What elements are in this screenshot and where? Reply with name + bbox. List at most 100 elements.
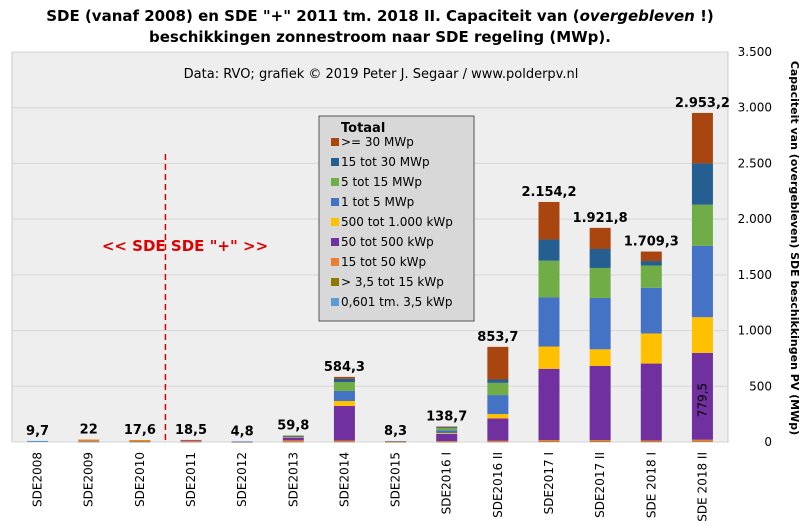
bar-segment-500-tot-1-000-kwp [282,437,304,438]
bar-segment-15-tot-30-mwp [589,249,611,268]
bar-segment-500-tot-1-000-kwp [691,317,713,353]
y-tick-label: 3.500 [738,45,772,59]
total-label: 8,3 [384,424,407,439]
source-note: Data: RVO; grafiek © 2019 Peter J. Segaa… [184,67,579,82]
bar-segment-500-tot-1-000-kwp [333,400,355,407]
legend-label-15-tot-30-mwp: 15 tot 30 MWp [341,155,430,169]
y-tick-label: 1.000 [738,324,772,338]
bar-segment-50-tot-500-kwp [589,366,611,441]
total-label: 22 [80,423,98,438]
x-tick-label: SDE2016 I [440,452,454,514]
bar-segment-15-tot-30-mwp [333,378,355,383]
bar-segment-30-mwp [333,376,355,379]
total-label: 59,8 [277,418,309,433]
legend-swatch-1-tot-5-mwp [331,198,339,206]
bar-segment-5-tot-15-mwp [282,435,304,436]
bar-segment-30-mwp [691,112,713,164]
total-label: 584,3 [324,360,365,375]
legend-label-3-5-tot-15-kwp: > 3,5 tot 15 kWp [341,275,444,289]
legend-label-30-mwp: >= 30 MWp [341,135,414,149]
y-tick-label: 2.000 [738,212,772,226]
legend-swatch-5-tot-15-mwp [331,178,339,186]
bar-segment-3-5-tot-15-kwp [129,441,151,442]
legend-swatch-50-tot-500-kwp [331,238,339,246]
bar-segment-30-mwp [640,251,662,262]
bar-segment-1-tot-5-mwp [589,298,611,350]
legend-label-5-tot-15-mwp: 5 tot 15 MWp [341,175,422,189]
total-label: 2.953,2 [675,96,730,111]
bar-segment-15-tot-50-kwp [487,440,509,442]
y-axis-ticks: 0 500 1.000 1.500 2.000 2.500 3.000 3.500 [738,45,772,449]
bar-segment-15-tot-30-mwp [538,239,560,261]
bar-segment-50-tot-500-kwp [487,418,509,441]
y-axis-label: Capaciteit van (overgebleven) SDE beschi… [788,61,801,435]
total-label: 1.709,3 [624,235,679,250]
bar-segment-50-tot-500-kwp [691,352,713,440]
x-tick-label: SDE2015 [389,452,403,507]
x-tick-label: SDE2011 [184,452,198,507]
bar-segment-5-tot-15-mwp [333,382,355,391]
chart-title: SDE (vanaf 2008) en SDE "+" 2011 tm. 201… [0,6,760,48]
total-label: 138,7 [426,410,467,425]
bar-segment-30-mwp [589,227,611,250]
bar-segment-1-tot-5-mwp [640,287,662,334]
legend-label-50-tot-500-kwp: 50 tot 500 kWp [341,235,434,249]
bar-segment-500-tot-1-000-kwp [487,414,509,419]
bar-segment-15-tot-50-kwp [129,440,151,442]
bar-segment-15-tot-30-mwp [640,261,662,266]
bar-segment-3-5-tot-15-kwp [589,441,611,443]
bar-segment-3-5-tot-15-kwp [436,441,458,443]
bar-segment-15-tot-50-kwp [589,440,611,442]
bar-segment-1-tot-5-mwp [231,441,253,443]
bar-segment-1-tot-5-mwp [487,395,509,415]
legend-swatch-500-tot-1-000-kwp [331,218,339,226]
total-label: 2.154,2 [521,185,576,200]
legend-swatch-15-tot-30-mwp [331,158,339,166]
x-tick-label: SDE2008 [31,452,45,507]
bar-segment-3-5-tot-15-kwp [282,441,304,443]
legend-box [318,115,475,322]
bar-segment-500-tot-1-000-kwp [436,433,458,434]
bar-segment-15-tot-50-kwp [282,440,304,442]
y-tick-label: 1.500 [738,268,772,282]
total-label: 9,7 [26,424,49,439]
legend-swatch-30-mwp [331,138,339,146]
bar-segment-5-tot-15-mwp [436,428,458,431]
inner-bar-label: 779,5 [695,383,709,417]
bar-segment-15-tot-50-kwp [691,439,713,442]
bar-segment-15-tot-50-kwp [180,440,202,442]
bar-segment-3-5-tot-15-kwp [640,441,662,443]
chart-title-line-2: beschikkingen zonnestroom naar SDE regel… [149,28,611,46]
legend-label-0-601-tm-3-5-kwp: 0,601 tm. 3,5 kWp [341,295,453,309]
x-tick-label: SDE2014 [337,452,351,507]
legend-label-500-tot-1-000-kwp: 500 tot 1.000 kWp [341,215,453,229]
bar-segment-3-5-tot-15-kwp [691,441,713,442]
bar-segment-15-tot-50-kwp [436,441,458,442]
bar-segment-0-601-tm-3-5-kwp [27,440,49,442]
y-tick-label: 0 [764,435,772,449]
total-labels: 9,7 22 17,6 18,5 4,8 59,8 584,3 8,3 138,7 853,7 2.… [26,96,730,440]
x-tick-label: SDE 2018 II [695,452,709,522]
bar-segment-500-tot-1-000-kwp [538,346,560,369]
bar-segment-500-tot-1-000-kwp [589,349,611,367]
y-tick-label: 500 [749,379,772,393]
bar-segment-5-tot-15-mwp [589,267,611,299]
bar-segment-1-tot-5-mwp [691,245,713,318]
bar-segment-1-tot-5-mwp [282,435,304,438]
legend-label-15-tot-50-kwp: 15 tot 50 kWp [341,255,426,269]
legend-label-1-tot-5-mwp: 1 tot 5 MWp [341,195,414,209]
bar-segment-30-mwp [538,201,560,240]
bar-segment-50-tot-500-kwp [282,437,304,441]
x-axis-ticks: SDE2008 SDE2009 SDE2010 SDE2011 SDE2012 SDE20… [31,452,710,522]
total-label: 1.921,8 [573,211,628,226]
x-tick-label: SDE2009 [82,452,96,507]
bar-segment-15-tot-50-kwp [385,441,407,443]
bar-segment-50-tot-500-kwp [640,363,662,441]
y-tick-label: 2.500 [738,156,772,170]
bar-segment-3-5-tot-15-kwp [538,441,560,443]
sde-divider-annotation: << SDE SDE "+" >> [102,237,268,255]
bar-stacks [27,112,713,443]
bar-segment-3-5-tot-15-kwp [333,441,355,443]
total-label: 17,6 [124,423,156,438]
